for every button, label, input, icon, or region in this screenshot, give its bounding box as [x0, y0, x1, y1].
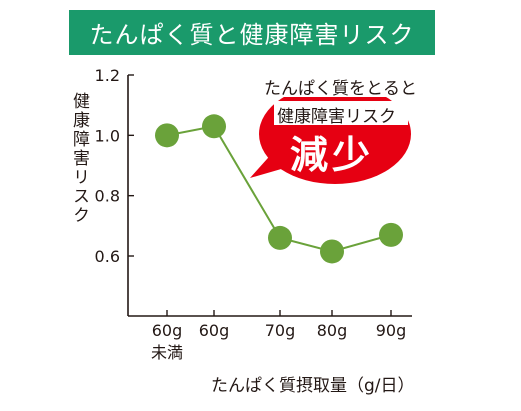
callout-line-2: 健康障害リスク — [277, 107, 396, 127]
y-tick-label: 0.6 — [95, 247, 120, 266]
marks — [155, 114, 403, 264]
callout — [250, 73, 423, 184]
x-tick-label: 未満 — [151, 343, 183, 362]
callout-line-1: たんぱく質をとると — [264, 79, 417, 99]
x-tick-label: 60g — [152, 321, 183, 340]
x-tick-label: 70g — [265, 321, 296, 340]
data-point — [320, 239, 344, 264]
data-point — [379, 222, 403, 247]
x-axis-label: たんぱく質摂取量（g/日） — [211, 376, 415, 396]
y-axis-label: 健康障害リスク — [69, 92, 89, 225]
x-tick-label: 60g — [199, 321, 230, 340]
axes: 1.2 1.0 0.8 0.6 60g 未満 60g 70g 80g 90g — [95, 66, 412, 362]
callout-text-bg-2 — [274, 101, 408, 125]
callout-tail — [250, 149, 302, 178]
title-background — [69, 10, 435, 55]
y-tick-label: 0.8 — [95, 187, 120, 206]
x-tick-label: 80g — [317, 321, 348, 340]
data-point — [268, 225, 292, 250]
chart-title: たんぱく質と健康障害リスク — [89, 20, 415, 49]
callout-emphasis: 減少 — [290, 133, 375, 177]
y-tick-label: 1.0 — [95, 126, 120, 145]
callout-text-bg-1 — [261, 73, 423, 97]
x-tick-label: 90g — [376, 321, 407, 340]
y-tick-label: 1.2 — [95, 66, 120, 85]
data-point — [155, 123, 179, 148]
data-point — [202, 114, 226, 139]
